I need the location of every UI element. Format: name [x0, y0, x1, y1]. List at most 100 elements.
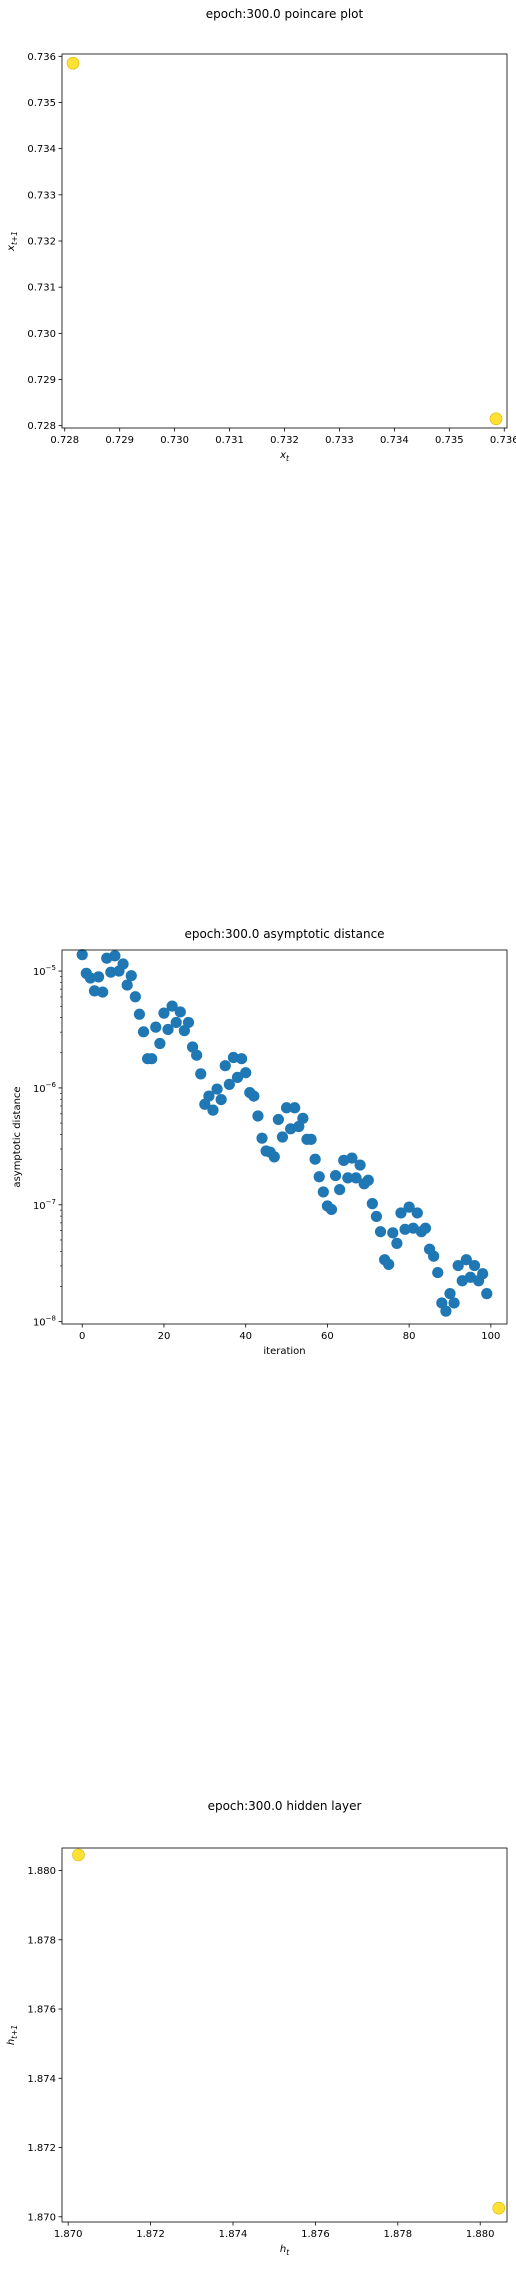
data-point [211, 1083, 223, 1095]
data-point [366, 1198, 378, 1210]
data-point [492, 2201, 506, 2215]
data-point [317, 1186, 329, 1198]
data-point [129, 991, 141, 1003]
chart-2: epoch:300.0 asymptotic distance 0 20 40 60 80… [12, 927, 508, 1357]
data-point [235, 1053, 248, 1065]
chart-title: epoch:300.0 hidden layer [208, 1799, 362, 1813]
x-tick-label: 1.872 [136, 2229, 165, 2240]
data-point [309, 1153, 321, 1165]
data-point [444, 1288, 456, 1300]
data-point [419, 1222, 432, 1234]
x-axis-label: ht [280, 2244, 290, 2257]
data-point [166, 1000, 178, 1012]
y-tick-label: 0.731 [27, 283, 56, 294]
y-axis-label: asymptotic distance [12, 1086, 23, 1187]
data-point [146, 1053, 158, 1065]
data-point [252, 1110, 264, 1122]
data-point [125, 970, 137, 982]
data-point [84, 972, 96, 984]
data-point [248, 1090, 260, 1102]
data-point [297, 1112, 309, 1124]
data-point [154, 1037, 166, 1050]
y-axis-label: ht+1 [6, 2025, 19, 2045]
data-point [207, 1104, 219, 1116]
data-point [362, 1174, 374, 1186]
y-axis-label: xt+1 [6, 231, 19, 252]
data-point [158, 1007, 170, 1019]
y-tick-label: 0.732 [27, 237, 56, 248]
data-point [105, 966, 117, 978]
y-tick-label: 1.872 [27, 2143, 56, 2154]
data-point [137, 1026, 150, 1038]
data-point [215, 1094, 227, 1106]
data-point [399, 1223, 411, 1235]
data-point [489, 412, 503, 426]
x-tick-label: 1.876 [301, 2229, 330, 2240]
data-point [325, 1203, 338, 1216]
data-point [313, 1171, 325, 1183]
data-point [477, 1268, 489, 1280]
y-tick-label: 1.878 [27, 1935, 56, 1946]
x-tick-label: 20 [158, 1331, 171, 1342]
y-tick-label: 10−6 [33, 1081, 57, 1095]
data-point [203, 1090, 215, 1102]
data-point [117, 958, 129, 970]
data-point [150, 1021, 162, 1033]
data-point [428, 1250, 440, 1262]
data-point [231, 1071, 244, 1083]
y-tick-label: 0.734 [27, 144, 56, 155]
data-point [174, 1006, 186, 1018]
x-tick-label: 0.733 [325, 435, 354, 446]
x-tick-label: 0.731 [215, 435, 244, 446]
x-tick-label: 1.880 [466, 2229, 495, 2240]
data-point [97, 986, 109, 998]
data-point [256, 1132, 268, 1144]
x-axis-label: iteration [263, 1346, 305, 1357]
x-tick-label: 1.874 [219, 2229, 248, 2240]
data-point [387, 1227, 399, 1239]
data-point [195, 1068, 207, 1080]
data-point [88, 985, 101, 997]
data-point [395, 1207, 407, 1219]
y-tick-label: 1.876 [27, 2005, 56, 2016]
data-point [481, 1288, 493, 1300]
x-tick-label: 0 [79, 1331, 85, 1342]
data-point [121, 979, 133, 991]
data-point [92, 971, 105, 983]
y-tick-label: 10−8 [33, 1315, 56, 1329]
data-point [468, 1259, 481, 1272]
x-tick-label: 0.734 [380, 435, 409, 446]
chart-1: epoch:300.0 poincare plot 0.728 0.729 0.730… [6, 7, 516, 463]
y-tick-label: 0.729 [27, 375, 56, 386]
x-tick-label: 80 [403, 1331, 416, 1342]
data-point [342, 1172, 354, 1184]
y-tick-label: 10−5 [33, 964, 56, 978]
data-point [305, 1133, 317, 1145]
data-point [170, 1016, 182, 1029]
x-tick-label: 1.870 [54, 2229, 83, 2240]
data-point [329, 1169, 342, 1182]
data-point [109, 950, 121, 962]
y-tick-label: 1.874 [27, 2074, 56, 2085]
x-tick-label: 0.730 [160, 435, 189, 446]
data-point [383, 1258, 395, 1270]
data-point [223, 1078, 235, 1091]
data-point [452, 1259, 464, 1272]
data-point [354, 1159, 366, 1171]
data-point [346, 1152, 358, 1164]
data-point [432, 1266, 444, 1279]
data-point [182, 1016, 195, 1029]
x-tick-label: 0.735 [435, 435, 464, 446]
data-point [162, 1023, 174, 1036]
data-point [411, 1207, 423, 1219]
data-point [289, 1102, 301, 1114]
data-point [391, 1237, 403, 1249]
data-point [219, 1060, 231, 1072]
y-tick-label: 0.730 [27, 329, 56, 340]
x-tick-label: 1.878 [383, 2229, 412, 2240]
data-point [191, 1049, 203, 1061]
data-point [66, 56, 80, 70]
plot-area-frame [61, 949, 508, 1325]
data-point [370, 1210, 383, 1223]
